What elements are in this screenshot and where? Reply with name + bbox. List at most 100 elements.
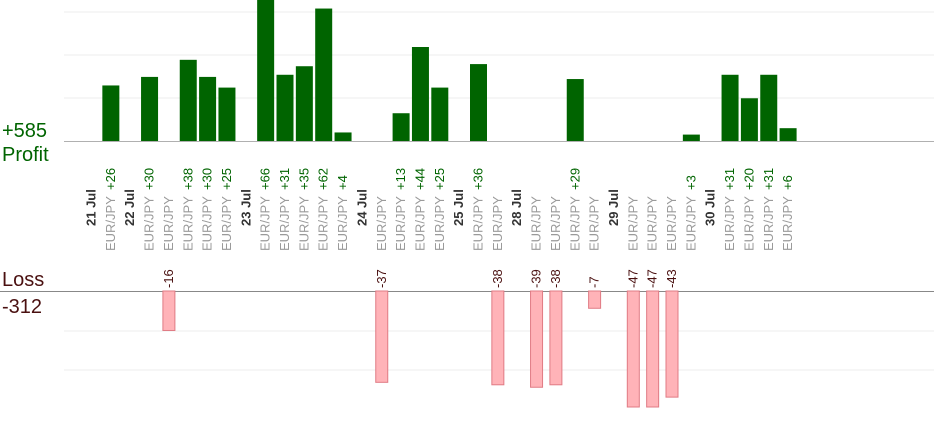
symbol-label: EUR/JPY — [393, 196, 408, 251]
loss-bar — [665, 290, 679, 398]
profit-value-label: +31 — [722, 168, 737, 190]
profit-bar — [218, 87, 236, 141]
profit-label: Profit — [2, 144, 49, 166]
date-label: 28 Jul — [509, 189, 524, 226]
profit-value-label: +4 — [335, 175, 350, 190]
loss-value-label: -37 — [374, 269, 389, 288]
loss-bar — [375, 290, 389, 383]
symbol-label: EUR/JPY — [335, 196, 350, 251]
loss-value-label: -7 — [587, 276, 602, 288]
profit-value-label: +25 — [432, 168, 447, 190]
date-label: 21 Jul — [84, 189, 99, 226]
symbol-label: EUR/JPY — [277, 196, 292, 251]
profit-bar — [779, 128, 797, 141]
profit-bar — [682, 134, 700, 141]
loss-bar — [162, 290, 176, 331]
symbol-label: EUR/JPY — [200, 196, 215, 251]
date-label: 29 Jul — [606, 189, 621, 226]
profit-bar — [276, 74, 294, 141]
profit-value-label: +35 — [296, 168, 311, 190]
symbol-label: EUR/JPY — [161, 196, 176, 251]
date-label: 22 Jul — [122, 189, 137, 226]
symbol-label: EUR/JPY — [722, 196, 737, 251]
profit-value-label: +30 — [142, 168, 157, 190]
symbol-label: EUR/JPY — [103, 196, 118, 251]
profit-bar — [411, 47, 429, 141]
symbol-label: EUR/JPY — [219, 196, 234, 251]
profit-bar — [721, 74, 739, 141]
profit-bar — [760, 74, 778, 141]
symbol-label: EUR/JPY — [296, 196, 311, 251]
symbol-label: EUR/JPY — [432, 196, 447, 251]
loss-bar — [588, 290, 602, 309]
profit-bar — [470, 64, 487, 141]
profit-bar — [431, 87, 449, 141]
date-label: 25 Jul — [451, 189, 466, 226]
profit-value-label: +38 — [180, 168, 195, 190]
symbol-label: EUR/JPY — [258, 196, 273, 251]
date-label: 24 Jul — [354, 189, 369, 226]
symbol-label: EUR/JPY — [548, 196, 563, 251]
symbol-label: EUR/JPY — [664, 196, 679, 251]
profit-total: +585 — [2, 120, 48, 142]
symbol-label: EUR/JPY — [180, 196, 195, 251]
loss-bar — [549, 290, 563, 386]
profit-bar — [315, 8, 333, 141]
symbol-label: EUR/JPY — [529, 196, 544, 251]
profit-bar — [334, 132, 352, 141]
date-label: 30 Jul — [703, 189, 718, 226]
profit-value-label: +3 — [683, 175, 698, 190]
loss-value-label: -43 — [664, 269, 679, 288]
profit-value-label: +66 — [258, 168, 273, 190]
profit-value-label: +31 — [277, 168, 292, 190]
loss-value-label: -16 — [161, 269, 176, 288]
symbol-label: EUR/JPY — [316, 196, 331, 251]
loss-bar — [626, 290, 640, 408]
profit-value-label: +25 — [219, 168, 234, 190]
profit-bar — [740, 98, 758, 141]
profit-value-label: +6 — [780, 175, 795, 190]
loss-value-label: -38 — [548, 269, 563, 288]
profit-bar — [566, 79, 584, 141]
date-label: 23 Jul — [238, 189, 253, 226]
symbol-label: EUR/JPY — [471, 196, 486, 251]
profit-bar — [179, 59, 197, 142]
symbol-label: EUR/JPY — [490, 196, 505, 251]
loss-label: Loss — [2, 269, 45, 291]
loss-value-label: -38 — [490, 269, 505, 288]
symbol-label: EUR/JPY — [761, 196, 776, 251]
symbol-label: EUR/JPY — [374, 196, 389, 251]
symbol-label: EUR/JPY — [645, 196, 660, 251]
profit-value-label: +20 — [741, 168, 756, 190]
profit-value-label: +26 — [103, 168, 118, 190]
profit-bar — [199, 76, 217, 141]
profit-value-label: +13 — [393, 168, 408, 190]
symbol-label: EUR/JPY — [780, 196, 795, 251]
profit-bar — [102, 85, 120, 141]
profit-value-label: +44 — [412, 168, 427, 190]
symbol-label: EUR/JPY — [567, 196, 582, 251]
symbol-label: EUR/JPY — [412, 196, 427, 251]
symbol-label: EUR/JPY — [142, 196, 157, 251]
profit-value-label: +36 — [471, 168, 486, 190]
symbol-label: EUR/JPY — [625, 196, 640, 251]
profit-bar — [392, 113, 410, 141]
loss-bar — [491, 290, 505, 386]
loss-value-label: -39 — [529, 269, 544, 288]
profit-bar — [295, 66, 313, 141]
loss-bar — [646, 290, 660, 408]
profit-value-label: +29 — [567, 168, 582, 190]
symbol-label: EUR/JPY — [587, 196, 602, 251]
profit-value-label: +31 — [761, 168, 776, 190]
profit-value-label: +62 — [316, 168, 331, 190]
loss-total: -312 — [2, 296, 43, 318]
loss-bar — [530, 290, 544, 388]
profit-value-label: +30 — [200, 168, 215, 190]
profit-bar — [141, 76, 159, 141]
loss-value-label: -47 — [625, 269, 640, 288]
symbol-label: EUR/JPY — [683, 196, 698, 251]
profit-bar — [257, 0, 275, 141]
loss-value-label: -47 — [645, 269, 660, 288]
